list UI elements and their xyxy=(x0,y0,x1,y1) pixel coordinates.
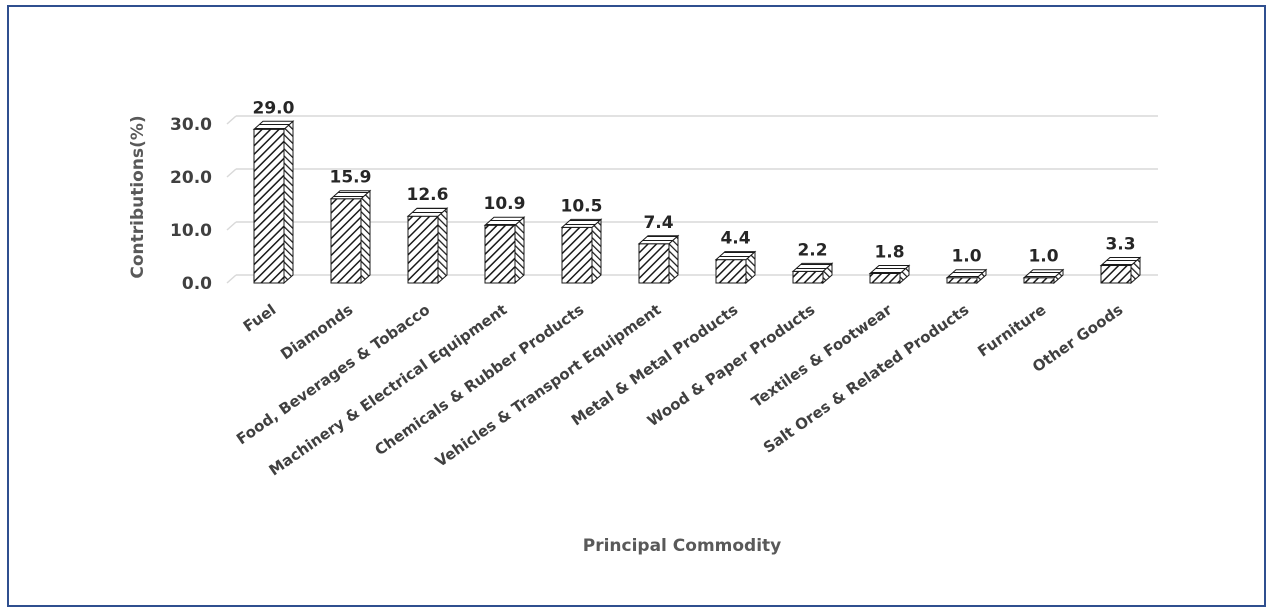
bar-front xyxy=(870,273,900,283)
bar-front xyxy=(793,271,823,283)
bar xyxy=(793,263,832,283)
x-tick-label: Fuel xyxy=(240,301,279,336)
y-tick-label: 0.0 xyxy=(182,274,212,294)
bar-side xyxy=(592,219,601,283)
bar xyxy=(716,252,755,283)
data-label: 2.2 xyxy=(797,240,827,260)
bar xyxy=(408,208,447,283)
x-tick-label: Furniture xyxy=(974,301,1049,361)
bars xyxy=(254,121,1140,283)
bar-front xyxy=(485,225,515,283)
bar-front xyxy=(562,227,592,283)
data-label: 1.8 xyxy=(874,242,904,262)
x-axis-label: Principal Commodity xyxy=(583,536,782,556)
y-axis-ticks: 0.0 10.0 20.0 30.0 xyxy=(170,115,212,294)
bar-front xyxy=(716,260,746,283)
bar-side xyxy=(515,217,524,283)
bar xyxy=(639,236,678,283)
gridline-depth xyxy=(227,169,236,177)
gridline-depth xyxy=(227,116,236,124)
bar-front xyxy=(1024,278,1054,283)
y-axis-label: Contributions(%) xyxy=(128,115,148,278)
x-tick-label: Diamonds xyxy=(277,300,356,363)
bar xyxy=(1024,270,1063,283)
bar-front xyxy=(947,278,977,283)
bar-front xyxy=(408,216,438,283)
bar xyxy=(254,121,293,283)
y-tick-label: 20.0 xyxy=(170,168,212,188)
bar xyxy=(870,265,909,283)
data-label: 29.0 xyxy=(253,98,295,118)
bar xyxy=(485,217,524,283)
data-label: 7.4 xyxy=(643,213,673,233)
bar xyxy=(1101,258,1140,283)
bar xyxy=(947,270,986,283)
bar-front xyxy=(639,244,669,283)
data-label: 4.4 xyxy=(720,229,750,249)
data-label: 3.3 xyxy=(1105,235,1135,255)
bar-side xyxy=(361,191,370,283)
data-label: 1.0 xyxy=(1028,247,1058,267)
gridline-depth xyxy=(227,222,236,230)
bar xyxy=(331,191,370,283)
data-label: 10.9 xyxy=(484,194,526,214)
x-tick-label: Textiles & Footwear xyxy=(748,300,896,411)
bar-side xyxy=(284,121,293,283)
data-label: 1.0 xyxy=(951,247,981,267)
bar xyxy=(562,219,601,283)
bar-side xyxy=(438,208,447,283)
data-label: 12.6 xyxy=(407,185,449,205)
data-labels: 29.0 15.9 12.6 10.9 10.5 7.4 4.4 2.2 1.8 1.0 1.0 3.… xyxy=(253,98,1136,266)
bar-front xyxy=(1101,266,1131,283)
y-tick-label: 30.0 xyxy=(170,115,212,135)
gridline-depth xyxy=(227,275,236,283)
y-tick-label: 10.0 xyxy=(170,221,212,241)
data-label: 10.5 xyxy=(561,196,603,216)
bar-front xyxy=(331,199,361,283)
data-label: 15.9 xyxy=(330,168,372,188)
bar-front xyxy=(254,129,284,283)
